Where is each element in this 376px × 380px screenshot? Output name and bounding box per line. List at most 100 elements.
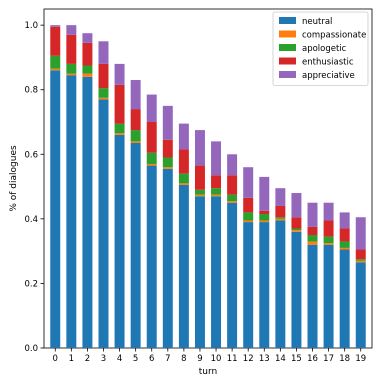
bar-neutral-turn-16 (307, 244, 318, 348)
y-tick-label: 1.0 (24, 21, 38, 31)
bar-appreciative-turn-4 (114, 63, 125, 85)
x-tick-label: 14 (275, 354, 286, 364)
bar-apologetic-turn-14 (275, 217, 286, 219)
bar-appreciative-turn-8 (178, 123, 189, 150)
bar-appreciative-turn-10 (211, 141, 222, 176)
x-tick-label: 9 (197, 354, 202, 364)
bar-apologetic-turn-17 (323, 236, 334, 244)
bar-compassionate-turn-13 (259, 220, 270, 223)
bar-apologetic-turn-3 (98, 88, 109, 98)
legend-swatch-apologetic (279, 44, 296, 51)
bar-neutral-turn-6 (146, 165, 157, 348)
bar-appreciative-turn-7 (162, 105, 173, 140)
y-tick-label: 0.0 (24, 344, 38, 354)
bar-apologetic-turn-4 (114, 123, 125, 134)
plot-border (43, 8, 373, 349)
x-tick-label: 7 (165, 354, 170, 364)
bar-enthusiastic-turn-9 (194, 165, 205, 190)
bar-appreciative-turn-15 (291, 193, 302, 218)
bar-enthusiastic-turn-15 (291, 217, 302, 229)
bar-apologetic-turn-5 (130, 130, 141, 142)
bar-enthusiastic-turn-10 (211, 175, 222, 189)
bar-enthusiastic-turn-13 (259, 210, 270, 215)
bar-compassionate-turn-4 (114, 133, 125, 135)
bar-enthusiastic-turn-7 (162, 139, 173, 158)
bar-neutral-turn-11 (227, 202, 238, 348)
x-tick-label: 18 (339, 354, 350, 364)
bar-apologetic-turn-9 (194, 189, 205, 195)
bar-enthusiastic-turn-8 (178, 149, 189, 174)
legend-swatch-appreciative (279, 71, 296, 78)
bar-appreciative-turn-16 (307, 202, 318, 227)
y-axis: 0.0 0.2 0.4 0.6 0.8 1.0 (24, 21, 44, 354)
bar-neutral-turn-19 (355, 262, 366, 348)
bar-neutral-turn-10 (211, 196, 222, 348)
plot-area (43, 8, 373, 349)
bar-enthusiastic-turn-19 (355, 249, 366, 260)
bar-enthusiastic-turn-2 (82, 42, 93, 66)
bar-apologetic-turn-8 (178, 173, 189, 184)
bar-apologetic-turn-6 (146, 152, 157, 164)
bar-compassionate-turn-16 (307, 241, 318, 245)
x-tick-label: 8 (181, 354, 186, 364)
x-tick-label: 4 (117, 354, 122, 364)
bar-compassionate-turn-19 (355, 260, 366, 263)
bar-enthusiastic-turn-16 (307, 226, 318, 235)
bar-appreciative-turn-2 (82, 33, 93, 43)
legend-swatch-enthusiastic (279, 57, 296, 65)
x-tick-label: 17 (323, 354, 334, 364)
bar-enthusiastic-turn-0 (50, 26, 61, 56)
bar-appreciative-turn-19 (355, 217, 366, 250)
bar-compassionate-turn-11 (227, 201, 238, 203)
bar-enthusiastic-turn-3 (98, 63, 109, 89)
bar-appreciative-turn-18 (339, 212, 350, 229)
bar-apologetic-turn-16 (307, 235, 318, 242)
bar-neutral-turn-13 (259, 222, 270, 348)
bar-apologetic-turn-15 (291, 228, 302, 231)
bar-enthusiastic-turn-18 (339, 228, 350, 242)
y-tick-label: 0.8 (24, 86, 38, 96)
bar-compassionate-turn-18 (339, 247, 350, 250)
legend: neutral compassionate apologetic enthusiast… (272, 11, 369, 86)
bar-neutral-turn-0 (50, 70, 61, 348)
bar-enthusiastic-turn-4 (114, 84, 125, 124)
x-axis: 0 1 2 3 4 5 6 7 8 9 10 11 12 13 14 15 16 17 18 19 (53, 348, 366, 364)
bars-group (50, 25, 366, 349)
bar-neutral-turn-4 (114, 134, 125, 348)
x-tick-label: 1 (69, 354, 74, 364)
bar-appreciative-turn-17 (323, 202, 334, 221)
bar-enthusiastic-turn-14 (275, 205, 286, 218)
bar-neutral-turn-7 (162, 168, 173, 348)
legend-swatch-neutral (279, 17, 296, 24)
bar-apologetic-turn-12 (243, 212, 254, 221)
bar-compassionate-turn-5 (130, 141, 141, 143)
bar-neutral-turn-14 (275, 220, 286, 348)
bar-neutral-turn-5 (130, 142, 141, 348)
bar-appreciative-turn-3 (98, 41, 109, 64)
bar-neutral-turn-15 (291, 231, 302, 348)
bar-neutral-turn-1 (66, 75, 77, 348)
bar-compassionate-turn-7 (162, 167, 173, 169)
bar-compassionate-turn-8 (178, 183, 189, 185)
x-tick-label: 0 (53, 354, 58, 364)
bar-appreciative-turn-9 (194, 130, 205, 166)
x-tick-label: 3 (101, 354, 106, 364)
legend-swatch-compassionate (279, 30, 296, 38)
bar-compassionate-turn-14 (275, 218, 286, 221)
bar-compassionate-turn-3 (98, 97, 109, 100)
bar-neutral-turn-3 (98, 99, 109, 349)
bar-appreciative-turn-11 (227, 154, 238, 176)
bar-compassionate-turn-1 (66, 73, 77, 76)
bar-enthusiastic-turn-12 (243, 197, 254, 213)
x-tick-label: 16 (307, 354, 318, 364)
bar-apologetic-turn-10 (211, 188, 222, 195)
x-tick-label: 19 (355, 354, 366, 364)
bar-apologetic-turn-18 (339, 241, 350, 248)
bar-appreciative-turn-14 (275, 188, 286, 206)
bar-enthusiastic-turn-6 (146, 122, 157, 153)
x-axis-label: turn (199, 367, 217, 377)
bar-appreciative-turn-13 (259, 176, 270, 211)
bar-compassionate-turn-0 (50, 68, 61, 71)
bar-neutral-turn-12 (243, 222, 254, 348)
